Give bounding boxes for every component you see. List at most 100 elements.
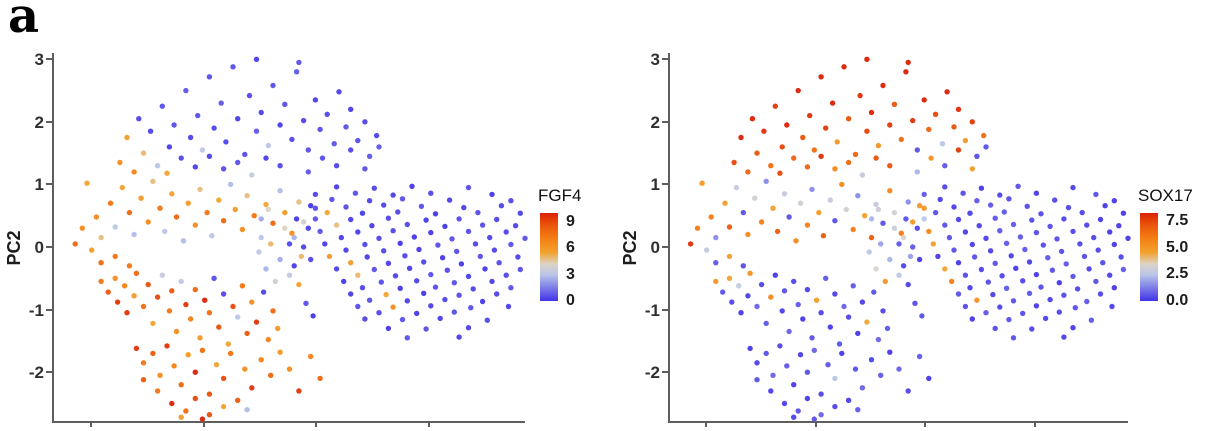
data-point <box>465 325 472 331</box>
data-point <box>308 256 314 263</box>
data-point <box>882 278 888 285</box>
data-point <box>232 206 238 213</box>
x-axis-tick <box>202 421 205 427</box>
data-point <box>84 180 90 186</box>
data-point <box>816 209 822 216</box>
data-point <box>955 147 962 153</box>
data-point <box>791 155 797 161</box>
data-point <box>962 272 969 278</box>
data-point <box>768 388 774 394</box>
data-point <box>322 241 328 247</box>
data-point <box>990 291 996 298</box>
y-axis-tick <box>662 308 668 311</box>
data-point <box>93 214 100 220</box>
data-point <box>183 408 189 414</box>
data-point <box>1074 286 1081 292</box>
data-point <box>932 111 939 117</box>
data-point <box>489 278 495 285</box>
data-point <box>341 278 347 285</box>
data-point <box>841 64 847 70</box>
data-point <box>296 59 302 66</box>
data-point <box>777 170 783 176</box>
data-point <box>494 216 500 223</box>
data-point <box>726 224 733 230</box>
data-point <box>916 353 923 360</box>
data-point <box>864 128 870 134</box>
x-axis-tick <box>90 421 93 427</box>
data-point <box>779 308 785 314</box>
data-point <box>713 260 719 266</box>
data-point <box>1118 254 1124 260</box>
data-point <box>239 283 246 289</box>
data-point <box>1107 229 1113 235</box>
data-point <box>962 229 969 235</box>
data-point <box>355 137 361 144</box>
data-point <box>800 316 806 322</box>
data-point <box>418 203 425 209</box>
data-point <box>905 281 911 288</box>
data-point <box>912 300 918 306</box>
data-point <box>722 200 728 206</box>
data-point <box>1003 285 1010 291</box>
data-point <box>444 267 450 273</box>
data-point <box>880 82 886 89</box>
data-point <box>244 193 250 199</box>
data-point <box>763 320 769 327</box>
data-point <box>131 293 137 299</box>
data-point <box>227 350 234 357</box>
data-point <box>484 317 490 323</box>
data-point <box>522 235 528 241</box>
data-point <box>376 235 382 241</box>
data-point <box>1093 278 1099 285</box>
data-point <box>192 286 198 293</box>
data-point <box>951 247 957 253</box>
data-point <box>804 164 811 170</box>
data-point <box>752 195 758 201</box>
data-point <box>875 206 882 213</box>
data-point <box>178 414 184 420</box>
data-point <box>451 280 457 286</box>
data-point <box>1038 211 1044 217</box>
data-point <box>291 234 297 241</box>
data-point <box>258 109 264 116</box>
data-point <box>124 310 130 316</box>
data-point <box>164 170 170 176</box>
data-point <box>154 163 161 169</box>
data-point <box>317 126 323 133</box>
data-point <box>1063 261 1069 267</box>
data-point <box>967 210 973 216</box>
data-point <box>199 416 206 422</box>
data-point <box>891 209 898 216</box>
data-point <box>421 290 427 296</box>
data-point <box>1056 309 1062 315</box>
data-point <box>230 303 236 310</box>
data-point <box>708 214 714 220</box>
data-point <box>823 275 829 281</box>
data-point <box>781 288 788 294</box>
data-point <box>355 303 361 310</box>
data-point <box>442 296 448 303</box>
data-point <box>435 242 441 248</box>
data-point <box>939 141 946 147</box>
legend-value-label: 7.5 <box>1166 212 1189 230</box>
data-point <box>505 303 512 310</box>
scatter-plot-sox17: PC2 3 2 1 0 -1 -2 <box>620 51 1131 427</box>
data-point <box>512 223 519 229</box>
data-point <box>263 201 269 208</box>
data-point <box>811 347 817 353</box>
data-point <box>256 249 262 255</box>
data-point <box>921 191 927 198</box>
data-point <box>804 369 811 375</box>
data-point <box>421 259 427 265</box>
data-point <box>1029 326 1035 332</box>
data-point <box>1061 334 1067 340</box>
data-point <box>997 192 1003 198</box>
data-point <box>983 310 989 316</box>
data-point <box>914 147 920 153</box>
data-point <box>171 363 177 369</box>
data-point <box>997 304 1003 310</box>
data-point <box>781 191 788 197</box>
data-point <box>169 400 175 407</box>
data-point <box>731 159 737 166</box>
data-point <box>442 223 448 230</box>
